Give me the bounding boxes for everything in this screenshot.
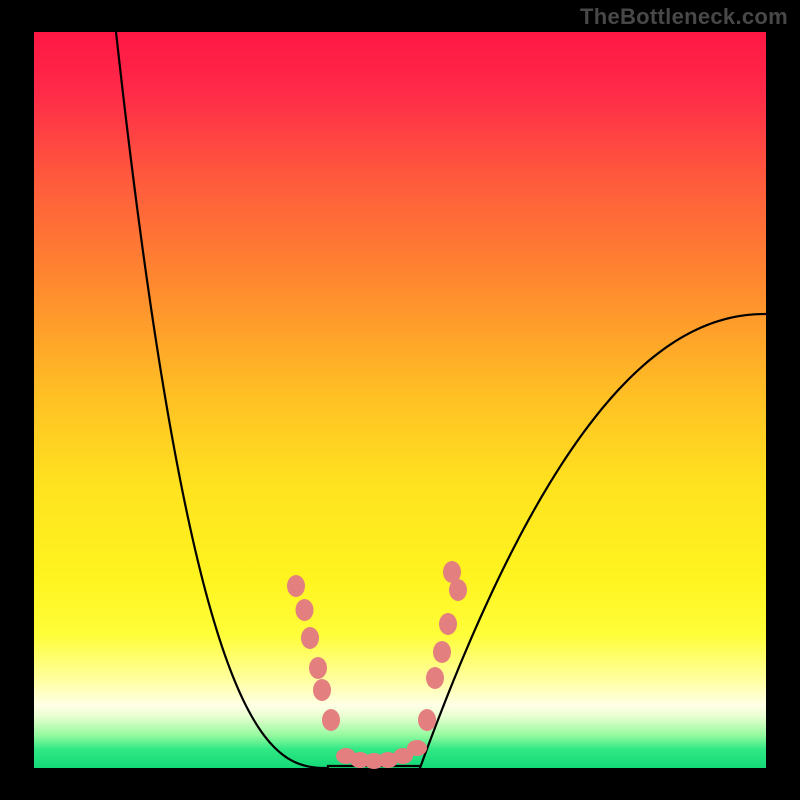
marker-bottom-5 (407, 740, 427, 756)
marker-right-3 (433, 641, 451, 663)
marker-left-3 (309, 657, 327, 679)
chart-stage: TheBottleneck.com (0, 0, 800, 800)
gradient-area (34, 32, 766, 768)
watermark-text: TheBottleneck.com (580, 4, 788, 30)
marker-right-4 (426, 667, 444, 689)
marker-left-4 (313, 679, 331, 701)
marker-left-0 (287, 575, 305, 597)
marker-left-5 (322, 709, 340, 731)
bottleneck-chart (0, 0, 800, 800)
marker-right-1 (449, 579, 467, 601)
marker-right-2 (439, 613, 457, 635)
marker-right-5 (418, 709, 436, 731)
marker-left-1 (296, 599, 314, 621)
marker-left-2 (301, 627, 319, 649)
